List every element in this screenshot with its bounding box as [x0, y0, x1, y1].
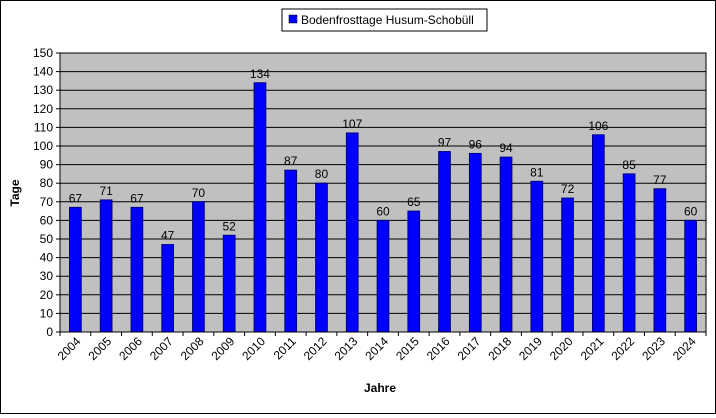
y-tick-label: 110	[34, 120, 53, 134]
x-tick-label: 2019	[516, 334, 545, 363]
x-tick-label: 2020	[547, 334, 576, 363]
x-tick-label: 2007	[147, 334, 176, 363]
bar	[499, 156, 513, 333]
y-tick-label: 80	[40, 176, 54, 190]
x-tick-label: 2018	[485, 334, 514, 363]
legend-box	[281, 8, 488, 32]
bar	[468, 152, 482, 333]
data-label: 87	[284, 154, 298, 168]
x-tick-label: 2014	[362, 334, 391, 363]
y-tick-label: 70	[40, 195, 54, 209]
y-tick-label: 120	[33, 102, 53, 116]
bar	[222, 234, 236, 333]
y-tick-label: 100	[33, 139, 53, 153]
bar	[99, 199, 113, 333]
bar	[653, 188, 667, 333]
y-tick-label: 60	[40, 213, 54, 227]
plot-border	[59, 52, 707, 333]
bar	[530, 180, 544, 333]
bar	[561, 197, 574, 333]
bar	[130, 206, 144, 333]
data-label: 96	[469, 137, 483, 151]
x-tick-label: 2017	[455, 334, 484, 363]
data-label: 52	[223, 219, 237, 233]
x-tick-label: 2005	[85, 334, 114, 363]
x-tick-label: 2013	[332, 334, 361, 363]
data-label: 107	[342, 117, 362, 131]
x-tick-label: 2021	[578, 334, 607, 363]
x-tick-label: 2015	[393, 334, 422, 363]
y-tick-label: 90	[40, 158, 54, 172]
bar	[407, 210, 421, 333]
x-tick-label: 2023	[639, 334, 668, 363]
bar	[591, 134, 605, 333]
data-label: 70	[192, 186, 206, 200]
y-tick-label: 0	[46, 325, 53, 339]
x-tick-label: 2012	[301, 334, 330, 363]
x-tick-label: 2011	[271, 334, 299, 362]
bar	[622, 173, 636, 333]
bar	[284, 169, 298, 333]
data-label: 85	[622, 158, 636, 172]
bar	[315, 182, 328, 333]
x-tick-label: 2004	[55, 334, 84, 363]
y-tick-label: 20	[40, 288, 54, 302]
legend: Bodenfrosttage Husum-Schobüll	[281, 8, 488, 32]
data-label: 67	[69, 191, 83, 205]
bar	[253, 82, 267, 333]
y-tick-label: 140	[33, 65, 53, 79]
x-tick-label: 2006	[116, 334, 145, 363]
bar	[376, 219, 390, 333]
data-label: 94	[499, 141, 513, 155]
data-label: 65	[407, 195, 421, 209]
data-label: 80	[315, 167, 329, 181]
bar	[684, 219, 697, 333]
data-label: 81	[530, 165, 544, 179]
data-label: 106	[588, 119, 608, 133]
bar	[438, 151, 451, 333]
y-tick-label: 30	[40, 269, 54, 283]
data-label: 134	[250, 67, 270, 81]
data-label: 77	[653, 173, 667, 187]
y-tick-label: 50	[40, 232, 54, 246]
data-label: 67	[130, 191, 144, 205]
x-tick-label: 2010	[239, 334, 268, 363]
x-tick-label: 2016	[424, 334, 453, 363]
data-label: 60	[376, 204, 390, 218]
bar	[69, 206, 82, 333]
legend-swatch	[288, 14, 298, 24]
x-tick-label: 2024	[670, 334, 699, 363]
x-tick-label: 2022	[608, 334, 637, 363]
bar	[345, 132, 359, 333]
y-axis-label: Tage	[8, 179, 22, 206]
data-label: 71	[99, 184, 113, 198]
data-label: 60	[684, 204, 698, 218]
data-label: 97	[438, 136, 452, 150]
y-tick-label: 10	[40, 306, 54, 320]
x-tick-label: 2009	[209, 334, 238, 363]
plot-area: 0 10 20 30 40 50 60 70 80 90 100 110 120 130 140 150 67 2…	[33, 46, 707, 363]
y-tick-label: 150	[33, 46, 53, 60]
y-tick-label: 130	[33, 83, 53, 97]
data-label: 47	[161, 229, 175, 243]
x-axis-label: Jahre	[364, 381, 396, 395]
legend-label: Bodenfrosttage Husum-Schobüll	[301, 13, 474, 27]
bar	[161, 244, 175, 333]
x-tick-label: 2008	[178, 334, 207, 363]
bar	[192, 201, 205, 333]
y-tick-label: 40	[40, 251, 54, 265]
data-label: 72	[561, 182, 575, 196]
